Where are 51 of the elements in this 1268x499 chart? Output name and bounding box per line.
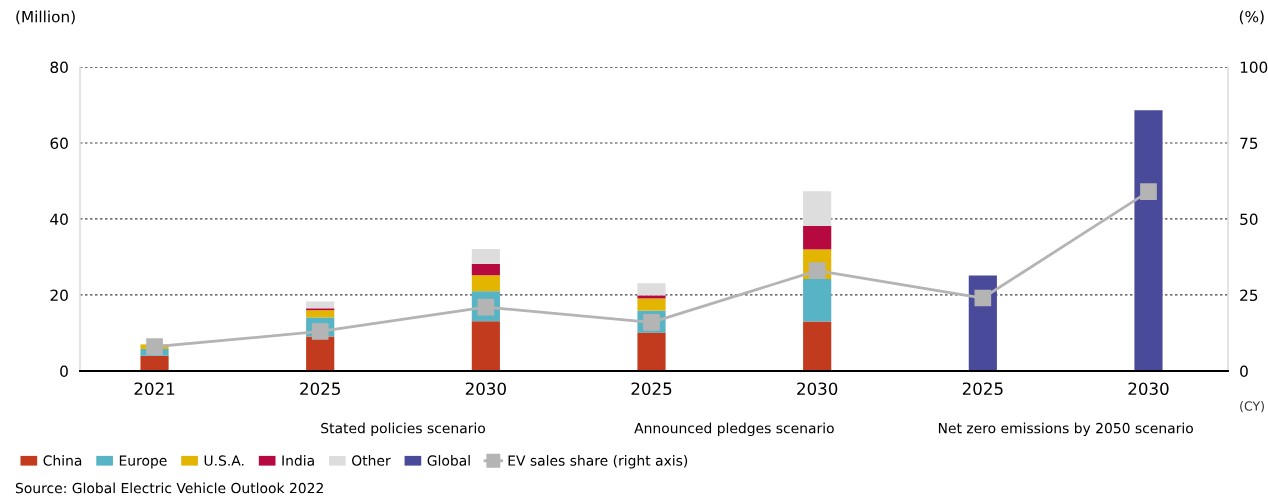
legend-label: Global (427, 455, 470, 466)
legend-label: EV sales share (right axis) (508, 455, 688, 469)
x-axis-title: (CY) (1240, 401, 1264, 413)
bar (637, 298, 666, 311)
y-tick-label: 0 (60, 365, 68, 378)
y2-tick-label: 75 (1240, 137, 1258, 150)
bar (637, 283, 666, 296)
bar (803, 279, 832, 322)
bar (637, 295, 666, 299)
bar (803, 225, 832, 250)
x-tick-label: 2025 (300, 382, 340, 396)
x-tick-label: 2025 (962, 382, 1003, 396)
y-tick-label: 40 (50, 213, 68, 226)
bar (803, 321, 832, 371)
bar (306, 301, 335, 309)
bar (471, 321, 500, 371)
bar (140, 355, 169, 371)
legend-label: China (43, 455, 82, 466)
bar (471, 249, 500, 264)
text: Stated policies scenario (321, 422, 486, 437)
y2-tick-label: 25 (1240, 289, 1258, 302)
bar (306, 336, 335, 371)
bar (1134, 110, 1163, 371)
y2-tick-label: 100 (1240, 61, 1268, 74)
point (974, 289, 992, 307)
text: Announced pledges scenario (634, 422, 834, 437)
y-tick-label: 60 (50, 137, 68, 150)
bar (471, 263, 500, 276)
text: Net zero emissions by 2050 scenario (938, 422, 1193, 437)
x-tick-label: 2030 (1128, 382, 1169, 396)
legend-label: Other (352, 455, 391, 466)
y2-axis-title: (%) (1239, 10, 1264, 25)
x-tick-label: 2021 (134, 382, 175, 396)
bar (471, 275, 500, 292)
bar (637, 332, 666, 371)
bar (803, 191, 832, 226)
x-tick-label: 2025 (631, 382, 672, 396)
y-tick-label: 20 (50, 289, 68, 302)
point (1140, 183, 1157, 200)
legend-label: U.S.A. (204, 455, 244, 466)
legend-label: Europe (119, 455, 167, 469)
point (146, 338, 163, 356)
x-tick-label: 2030 (465, 382, 506, 396)
legend-label: India (282, 455, 314, 466)
source-note: Source: Global Electric Vehicle Outlook 2022 (15, 482, 323, 494)
x-tick-label: 2030 (797, 382, 838, 396)
y2-tick-label: 50 (1240, 213, 1258, 226)
bar (306, 310, 335, 318)
y2-tick-label: 0 (1240, 365, 1248, 378)
y-axis-title: (Million) (16, 10, 75, 25)
y-tick-label: 80 (50, 61, 68, 74)
